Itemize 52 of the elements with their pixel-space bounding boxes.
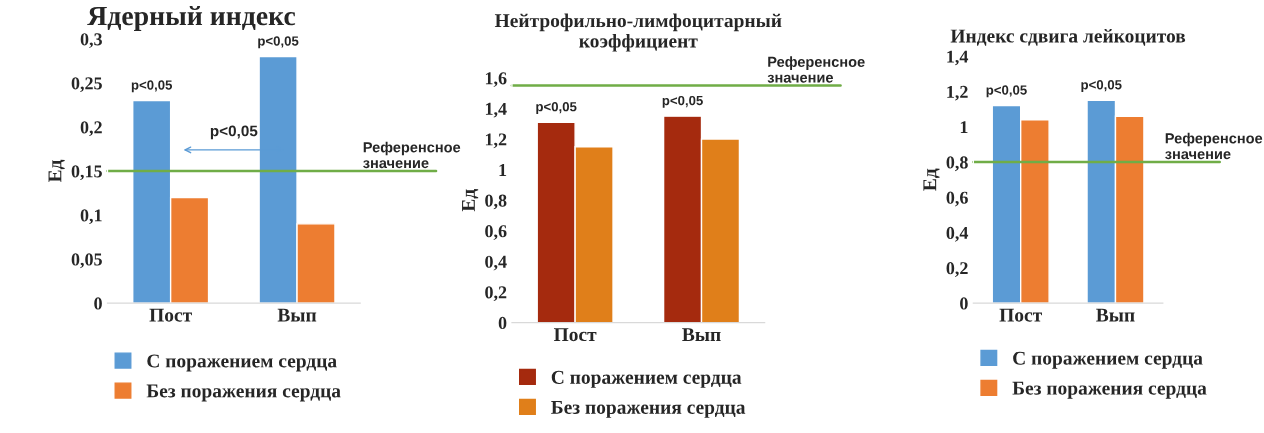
y-tick-label: 0: [498, 316, 507, 330]
chart-title: Нейтрофильно-лимфоцитарный коэффициент: [494, 13, 782, 52]
x-tick-label: Пост: [149, 308, 192, 322]
y-tick-label: 0,3: [80, 33, 102, 49]
y-tick-label: 0,15: [71, 165, 102, 181]
annotation: p<0,05: [131, 80, 173, 93]
ref-line-label: Референсное значение: [363, 141, 461, 169]
y-tick-label: 0,2: [80, 121, 102, 137]
annotation: p<0,05: [536, 102, 577, 114]
y-tick-label: 1,2: [485, 133, 507, 149]
y-tick-label: 1,4: [947, 50, 969, 66]
y-tick-label: 0,2: [485, 286, 507, 302]
y-axis-title: Ед: [462, 189, 479, 212]
y-tick-label: 1: [499, 164, 507, 176]
ref-line-label: Референсное значение: [767, 56, 865, 83]
y-tick-label: 0,8: [485, 194, 507, 210]
y-tick-label: 0,6: [485, 225, 507, 240]
y-tick-label: 0,05: [71, 253, 102, 269]
y-tick-label: 1: [960, 121, 968, 134]
legend-label: С поражением сердца: [147, 354, 337, 372]
legend-label: Без поражения сердца: [1012, 381, 1207, 399]
y-tick-label: 1,2: [947, 85, 968, 101]
y-tick-label: 0: [960, 297, 968, 310]
y-tick-label: 0,25: [71, 77, 102, 93]
y-tick-label: 0,6: [946, 191, 968, 207]
legend-label: Без поражения сердца: [146, 384, 341, 402]
y-tick-label: 0,4: [946, 226, 969, 242]
y-tick-label: 0,8: [946, 156, 968, 172]
x-tick-label: Вып: [277, 308, 317, 322]
chart-title: Ядерный индекс: [87, 5, 296, 31]
ref-line-label: Референсное значение: [1165, 132, 1263, 160]
annotation: p<0,05: [1081, 80, 1122, 93]
y-tick-label: 0,1: [80, 209, 102, 225]
y-tick-label: 0,2: [946, 262, 968, 277]
y-axis-title: Ед: [923, 168, 940, 191]
annotation: p<0,05: [986, 85, 1027, 98]
y-tick-label: 0: [94, 297, 102, 310]
x-tick-label: Вып: [682, 328, 721, 341]
y-tick-label: 1,4: [485, 102, 507, 118]
annotation: p<0,05: [662, 95, 703, 108]
legend-label: Без поражения сердца: [551, 400, 746, 418]
legend-label: С поражением сердца: [551, 370, 742, 388]
legend-label: С поражением сердца: [1013, 351, 1203, 369]
y-tick-label: 1,6: [485, 72, 507, 87]
chart-title: Индекс сдвига лейкоцитов: [950, 29, 1186, 46]
x-tick-label: Пост: [999, 308, 1042, 322]
y-tick-label: 0,4: [485, 255, 507, 271]
annotation: p<0,05: [258, 36, 299, 49]
annotation: p<0,05: [210, 125, 258, 140]
x-tick-label: Вып: [1096, 308, 1135, 322]
x-tick-label: Пост: [553, 328, 597, 342]
y-axis-title: Ед: [48, 159, 65, 183]
